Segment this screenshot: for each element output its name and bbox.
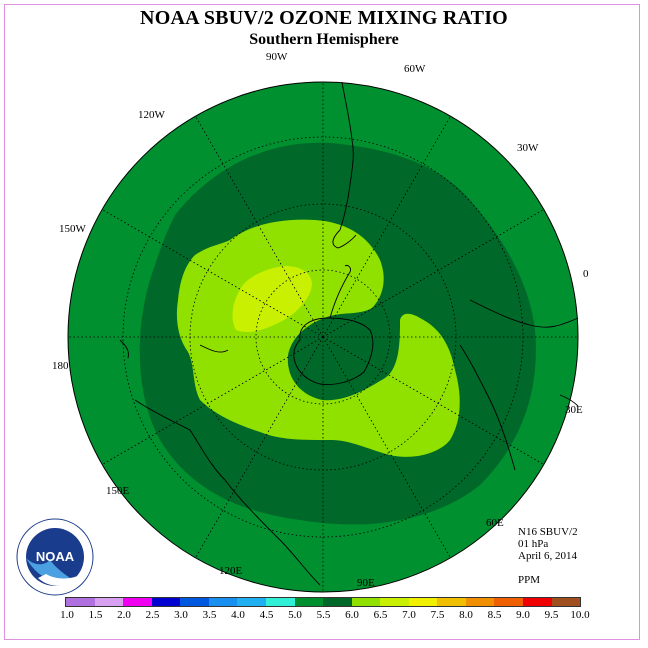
colorbar: [65, 597, 581, 607]
colorbar-segment: [237, 598, 266, 606]
lon-label-120e: 120E: [219, 565, 243, 577]
colorbar-tick-label: 2.5: [145, 609, 160, 621]
colorbar-segment: [408, 598, 438, 606]
colorbar-tick-label: 5.0: [288, 609, 302, 621]
colorbar-tick-label: 9.0: [516, 609, 530, 621]
figure-frame: [4, 4, 640, 640]
units-label: PPM: [518, 574, 541, 586]
pressure-label: 01 hPa: [518, 538, 549, 550]
date-label: April 6, 2014: [518, 550, 577, 562]
logo-text: NOAA: [36, 549, 75, 564]
colorbar-tick-label: 3.5: [202, 609, 217, 621]
colorbar-segment: [523, 598, 552, 606]
colorbar-tick-label: 1.0: [60, 609, 74, 621]
colorbar-tick-label: 8.5: [487, 609, 502, 621]
colorbar-segment: [380, 598, 409, 606]
colorbar-segment: [294, 598, 324, 606]
colorbar-tick-label: 10.0: [570, 609, 590, 621]
page-title: NOAA SBUV/2 OZONE MIXING RATIO: [140, 7, 508, 29]
lon-label-60w: 60W: [404, 63, 426, 75]
lon-label-150w: 150W: [59, 223, 86, 235]
lon-label-150e: 150E: [106, 485, 130, 497]
colorbar-segment: [551, 598, 581, 606]
colorbar-tick-label: 8.0: [459, 609, 473, 621]
colorbar-segment: [208, 598, 238, 606]
colorbar-tick-label: 1.5: [88, 609, 103, 621]
colorbar-segment: [151, 598, 181, 606]
colorbar-segment: [66, 598, 95, 606]
lon-label-30w: 30W: [517, 142, 539, 154]
page-subtitle: Southern Hemisphere: [249, 31, 399, 48]
colorbar-segment: [351, 598, 381, 606]
lon-label-120w: 120W: [138, 109, 165, 121]
colorbar-tick-label: 4.5: [259, 609, 274, 621]
lon-label-90e: 90E: [357, 577, 375, 589]
colorbar-tick-label: 7.5: [430, 609, 445, 621]
colorbar-segment: [323, 598, 352, 606]
lon-label-30e: 30E: [565, 404, 583, 416]
noaa-logo: NOAA: [16, 518, 94, 596]
lon-label-60e: 60E: [486, 517, 504, 529]
contour-band-6-5: [232, 266, 312, 333]
colorbar-segment: [494, 598, 523, 606]
colorbar-tick-label: 6.5: [373, 609, 388, 621]
colorbar-segment: [94, 598, 124, 606]
lon-label-0: 0: [583, 268, 589, 280]
contour-band-6-0: [176, 219, 460, 457]
colorbar-tick-label: 3.0: [174, 609, 188, 621]
colorbar-tick-label: 7.0: [402, 609, 416, 621]
map-boundary: [67, 81, 579, 593]
colorbar-tick-label: 4.0: [231, 609, 245, 621]
colorbar-segment: [437, 598, 466, 606]
coastlines: [119, 81, 579, 586]
colorbar-tick-label: 5.5: [316, 609, 331, 621]
colorbar-tick-label: 6.0: [345, 609, 359, 621]
colorbar-segment: [265, 598, 295, 606]
lon-label-180: 180: [52, 360, 69, 372]
colorbar-tick-label: 9.5: [544, 609, 559, 621]
lon-label-90w: 90W: [266, 51, 288, 63]
satellite-label: N16 SBUV/2: [518, 526, 578, 538]
colorbar-segment: [180, 598, 209, 606]
colorbar-tick-label: 2.0: [117, 609, 131, 621]
colorbar-segment: [465, 598, 495, 606]
colorbar-segment: [123, 598, 152, 606]
